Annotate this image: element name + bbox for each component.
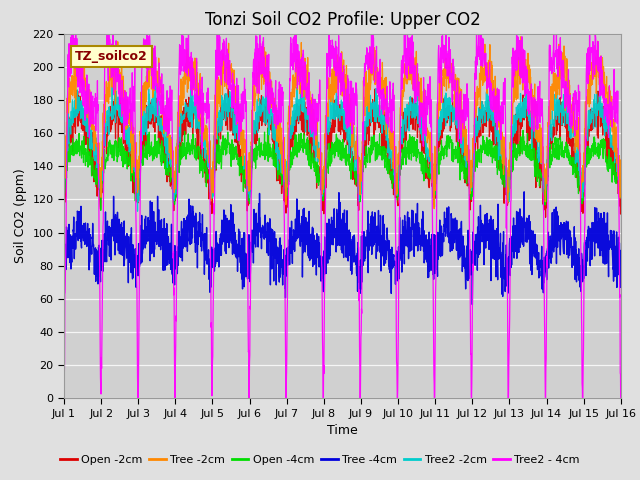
Y-axis label: Soil CO2 (ppm): Soil CO2 (ppm) — [14, 168, 27, 264]
Text: TZ_soilco2: TZ_soilco2 — [75, 50, 148, 63]
X-axis label: Time: Time — [327, 424, 358, 437]
Legend: Open -2cm, Tree -2cm, Open -4cm, Tree -4cm, Tree2 -2cm, Tree2 - 4cm: Open -2cm, Tree -2cm, Open -4cm, Tree -4… — [56, 451, 584, 469]
Title: Tonzi Soil CO2 Profile: Upper CO2: Tonzi Soil CO2 Profile: Upper CO2 — [205, 11, 480, 29]
